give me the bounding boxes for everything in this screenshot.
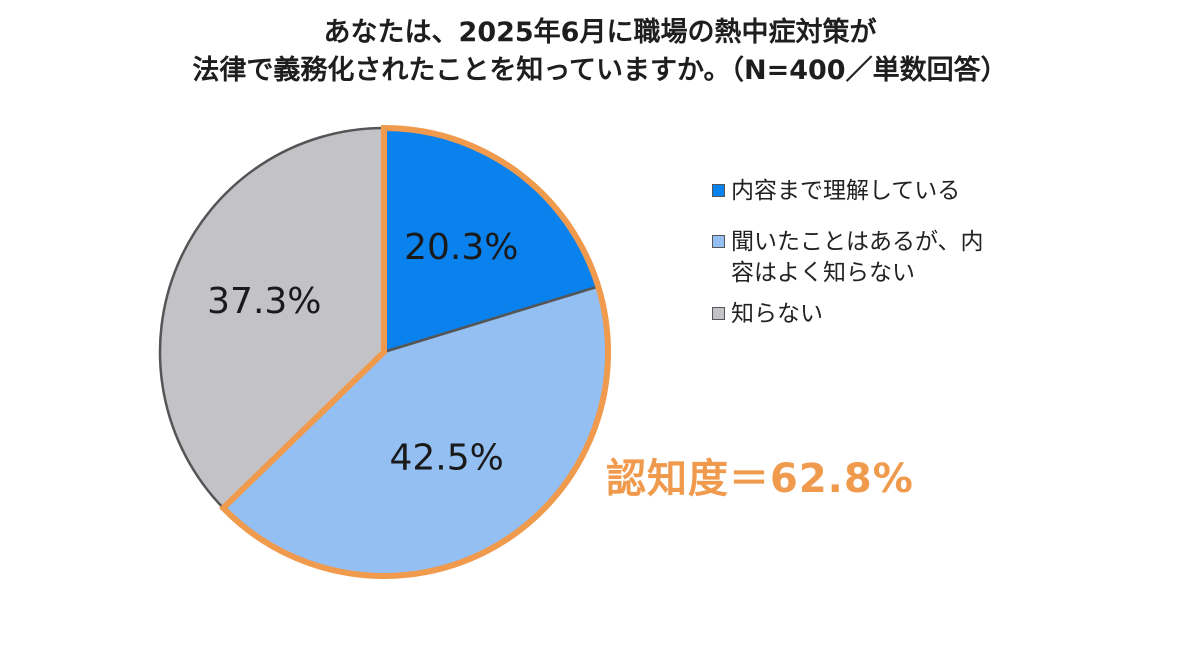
- legend-item-understand: 内容まで理解している: [712, 176, 1042, 207]
- pie-label-heard: 42.5%: [389, 438, 503, 479]
- pie-slice-unknown: [158, 126, 386, 510]
- pie-label-unknown: 37.3%: [207, 281, 321, 322]
- legend-swatch-unknown: [712, 307, 725, 320]
- legend-label-understand: 内容まで理解している: [731, 178, 961, 204]
- legend-label-unknown: 知らない: [731, 301, 823, 327]
- chart-title-line-2: 法律で義務化されたことを知っていますか。（N=400／単数回答）: [192, 55, 1008, 86]
- chart-title-line-1: あなたは、2025年6月に職場の熱中症対策が: [323, 17, 877, 48]
- legend-swatch-understand: [712, 184, 725, 197]
- legend-swatch-heard: [712, 235, 725, 248]
- awareness-rate-label: 認知度＝62.8%: [606, 456, 914, 502]
- chart-legend: 内容まで理解している 聞いたことはあるが、内 容はよく知らない 知らない: [712, 176, 1042, 350]
- pie-value-labels: 20.3% 42.5% 37.3%: [207, 227, 518, 479]
- pie-label-understand: 20.3%: [404, 227, 518, 268]
- pie-slices: [158, 126, 610, 578]
- awareness-highlight-outline: [219, 124, 611, 579]
- chart-title: あなたは、2025年6月に職場の熱中症対策が 法律で義務化されたことを知っていま…: [0, 14, 1200, 90]
- legend-item-heard: 聞いたことはあるが、内 容はよく知らない: [712, 227, 1042, 289]
- legend-label-heard: 聞いたことはあるが、内 容はよく知らない: [731, 229, 984, 286]
- legend-item-unknown: 知らない: [712, 299, 1042, 330]
